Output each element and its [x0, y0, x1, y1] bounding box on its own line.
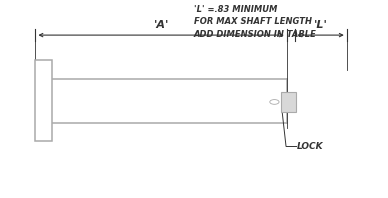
Text: 'L' =.83 MINIMUM
FOR MAX SHAFT LENGTH
ADD DIMENSION IN TABLE: 'L' =.83 MINIMUM FOR MAX SHAFT LENGTH AD…: [194, 5, 317, 39]
Bar: [35, 60, 52, 141]
Text: 'A': 'A': [153, 20, 169, 30]
Text: 'L': 'L': [314, 20, 327, 30]
Circle shape: [270, 100, 279, 104]
Text: LOCK: LOCK: [296, 142, 323, 151]
Bar: [281, 92, 296, 112]
